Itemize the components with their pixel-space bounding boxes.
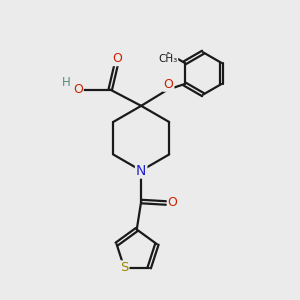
Text: O: O [113,52,122,65]
Text: CH₃: CH₃ [158,54,178,64]
Text: N: N [136,164,146,178]
Text: O: O [164,78,173,91]
Text: O: O [168,196,178,209]
Text: S: S [120,261,128,274]
Text: O: O [73,83,83,96]
Text: H: H [62,76,70,89]
